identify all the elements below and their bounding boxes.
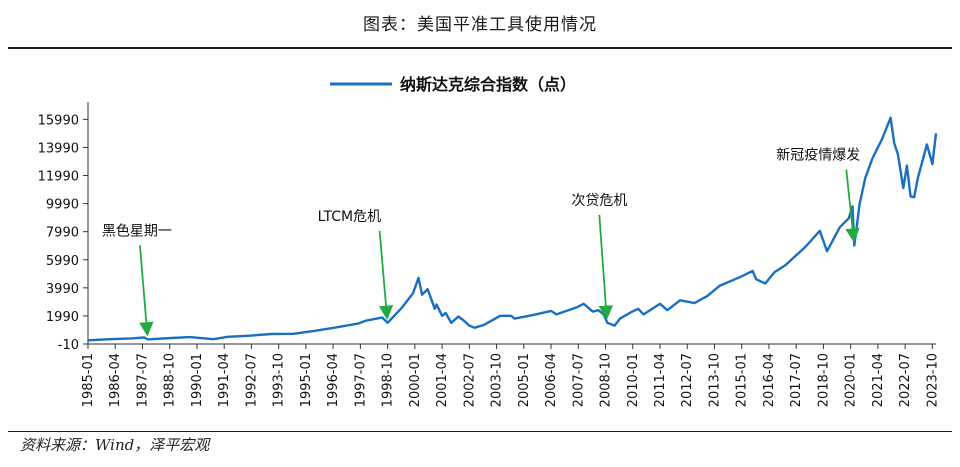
x-tick-label: 2006-04 bbox=[544, 353, 559, 407]
axes bbox=[87, 102, 936, 345]
annotation-label: 次贷危机 bbox=[571, 193, 627, 209]
y-tick-label: -10 bbox=[58, 338, 79, 353]
x-tick-label: 2017-07 bbox=[789, 353, 804, 407]
x-tick-label: 2008-10 bbox=[599, 353, 614, 407]
x-tick-label: 1996-04 bbox=[326, 353, 341, 407]
x-tick-label: 2022-07 bbox=[898, 353, 913, 407]
legend-label: 纳斯达克综合指数（点） bbox=[400, 75, 576, 94]
x-tick-label: 1988-10 bbox=[163, 353, 178, 407]
x-tick-label: 2007-07 bbox=[571, 353, 586, 407]
x-tick-label: 1991-04 bbox=[217, 353, 232, 407]
figure-title: 图表：美国平准工具使用情况 bbox=[363, 15, 597, 35]
top-rule bbox=[8, 47, 952, 49]
x-tick-label: 2011-04 bbox=[653, 353, 668, 407]
x-tick-label: 1990-01 bbox=[190, 353, 205, 407]
y-tick-label: 3990 bbox=[46, 282, 79, 297]
x-tick-label: 1998-10 bbox=[381, 353, 396, 407]
y-tick-label: 13990 bbox=[38, 141, 79, 156]
x-tick-label: 2016-04 bbox=[762, 353, 777, 407]
annotation-label: LTCM危机 bbox=[318, 209, 381, 225]
x-tick-label: 1997-07 bbox=[353, 353, 368, 407]
x-tick-label: 2005-01 bbox=[517, 353, 532, 407]
x-tick-label: 1993-10 bbox=[272, 353, 287, 407]
x-tick-label: 1992-07 bbox=[244, 353, 259, 407]
x-tick-label: 2012-07 bbox=[680, 353, 695, 407]
annotation-arrow bbox=[598, 214, 614, 320]
x-tick-label: 2002-07 bbox=[462, 353, 477, 407]
x-tick-label: 2018-10 bbox=[816, 353, 831, 407]
y-tick-label: 15990 bbox=[38, 113, 79, 128]
y-tick-label: 1990 bbox=[46, 310, 79, 325]
source-note: 资料来源：Wind，泽平宏观 bbox=[20, 436, 210, 454]
annotation-label: 新冠疫情爆发 bbox=[776, 148, 860, 164]
annotation-arrow bbox=[378, 230, 394, 320]
annotations-layer: 黑色星期一 LTCM危机 次贷危机 新冠疫情爆发 bbox=[102, 148, 860, 337]
x-tick-label: 1995-01 bbox=[299, 353, 314, 407]
x-tick-label: 2021-04 bbox=[871, 353, 886, 407]
x-tick-label: 2001-04 bbox=[435, 353, 450, 407]
y-tick-label: 11990 bbox=[38, 170, 79, 185]
y-axis-ticks: -10 1990 3990 5990 7990 9990 11990 13990 15990 bbox=[38, 113, 88, 353]
x-tick-label: 2023-10 bbox=[925, 353, 940, 407]
annotation-label: 黑色星期一 bbox=[102, 222, 172, 239]
annotation-arrow bbox=[139, 245, 154, 337]
x-tick-label: 1986-04 bbox=[108, 353, 123, 407]
x-tick-label: 2003-10 bbox=[490, 353, 505, 407]
nasdaq-series-line bbox=[87, 116, 938, 342]
x-tick-label: 2015-01 bbox=[735, 353, 750, 407]
y-tick-label: 7990 bbox=[46, 226, 79, 241]
x-tick-label: 2010-01 bbox=[626, 353, 641, 407]
x-tick-label: 2020-01 bbox=[844, 353, 859, 407]
bottom-rule bbox=[8, 431, 952, 432]
y-tick-label: 9990 bbox=[46, 198, 79, 213]
x-tick-label: 1985-01 bbox=[81, 353, 96, 407]
y-tick-label: 5990 bbox=[46, 254, 79, 269]
x-axis-ticks: 1985-01 1986-04 1987-07 1988-10 1990-01 1991-… bbox=[81, 344, 940, 407]
x-tick-label: 2000-01 bbox=[408, 353, 423, 407]
x-tick-label: 1987-07 bbox=[135, 353, 150, 407]
x-tick-label: 2013-10 bbox=[707, 353, 722, 407]
annotation-arrow bbox=[845, 169, 860, 243]
chart-legend: 纳斯达克综合指数（点） bbox=[330, 75, 576, 94]
series-layer bbox=[87, 116, 938, 342]
